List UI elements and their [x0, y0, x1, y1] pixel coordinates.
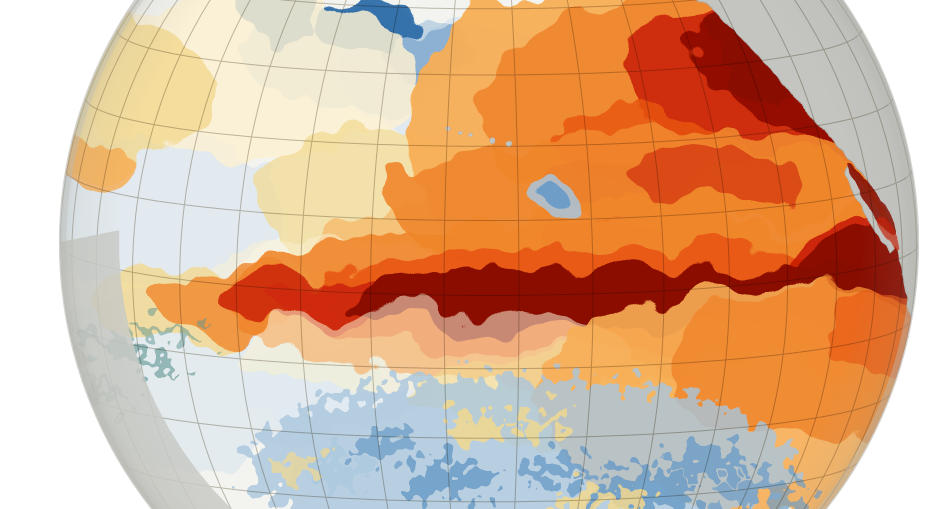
globe-edge	[59, 0, 919, 509]
limb-vignette	[59, 0, 919, 509]
